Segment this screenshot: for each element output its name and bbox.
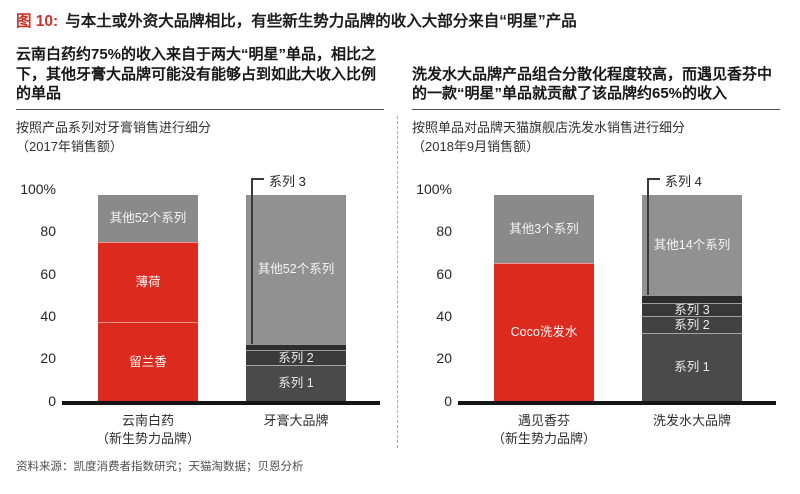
segment-label: Coco洗发水 (510, 325, 578, 340)
x-axis-label-line: 遇见香芬 (517, 412, 570, 428)
segment-label: 系列 2 (674, 317, 710, 332)
segment-label: 系列 3 (674, 302, 710, 317)
segment-label: 留兰香 (129, 354, 167, 369)
figure-title: 图 10: 与本土或外资大品牌相比，有些新生势力品牌的收入大部分来自“明星”产品 (16, 12, 784, 32)
bar-segment: 系列 2 (246, 349, 346, 365)
y-tick-label: 100% (416, 180, 452, 197)
y-tick-label: 0 (48, 392, 56, 409)
y-tick-label: 80 (40, 223, 56, 240)
stacked-bar: 留兰香 薄荷 其他52个系列 (98, 195, 198, 401)
plot-area: 留兰香 薄荷 其他52个系列 系列 1 系列 2 其他52个系列 系列 3 (62, 167, 380, 405)
panel-subtitle-toothpaste: 按照产品系列对牙膏销售进行细分 （2017年销售额） (16, 119, 384, 157)
figure-number: 图 10: (16, 13, 59, 30)
x-axis-label-line: 云南白药 (121, 412, 174, 428)
annotation-elbow-line (647, 177, 660, 180)
panel-toothpaste: 云南白药约75%的收入来自于两大“明星”单品，相比之下，其他牙膏大品牌可能没有能… (16, 44, 384, 454)
x-axis-labels: 遇见香芬 （新生势力品牌） 洗发水大品牌 (460, 412, 776, 454)
bar-segment: 其他52个系列 (246, 195, 346, 344)
stacked-bar: Coco洗发水 其他3个系列 (494, 195, 594, 401)
y-tick-label: 60 (436, 265, 452, 282)
bar-segment: Coco洗发水 (494, 263, 594, 401)
y-tick-label: 40 (40, 308, 56, 325)
axis-baseline (62, 400, 380, 405)
x-axis-labels: 云南白药 （新生势力品牌） 牙膏大品牌 (64, 412, 380, 454)
segment-label: 系列 1 (278, 376, 314, 391)
y-tick-label: 0 (444, 392, 452, 409)
stacked-bar: 系列 1 系列 2 系列 3 其他14个系列 (642, 195, 742, 401)
plot-area: Coco洗发水 其他3个系列 系列 1 系列 2 系列 3 其他14个系列 系列 4 (458, 167, 776, 405)
chart-shampoo-breakdown: 100% 80 60 40 20 0 Coco洗发水 其他3个系列 系列 1 系列 2 系列 3 其他… (412, 167, 780, 454)
y-tick-label: 20 (436, 350, 452, 367)
segment-label: 薄荷 (135, 275, 161, 290)
y-axis: 100% 80 60 40 20 0 (412, 167, 460, 409)
annotation-label: 系列 3 (269, 173, 306, 189)
bar-segment: 系列 1 (246, 364, 346, 401)
stacked-bar: 系列 1 系列 2 其他52个系列 (246, 195, 346, 401)
x-axis-label-line: 牙膏大品牌 (263, 412, 329, 428)
source-note: 资料来源：凯度消费者指数研究；天猫淘数据；贝恩分析 (16, 460, 304, 473)
x-axis-label-line: 洗发水大品牌 (652, 412, 731, 428)
annotation-label: 系列 4 (665, 173, 702, 189)
segment-label: 其他14个系列 (653, 237, 731, 252)
y-tick-label: 20 (40, 350, 56, 367)
x-axis-label: 洗发水大品牌 (617, 412, 767, 430)
plot-column: Coco洗发水 其他3个系列 系列 1 系列 2 系列 3 其他14个系列 系列 4 遇见香芬… (458, 167, 776, 454)
plot-column: 留兰香 薄荷 其他52个系列 系列 1 系列 2 其他52个系列 系列 3 云南白药 （新生势力… (62, 167, 380, 454)
x-axis-label-line: （新生势力品牌） (491, 431, 596, 447)
bar-segment: 薄荷 (98, 241, 198, 323)
segment-label: 其他3个系列 (509, 221, 579, 236)
bar-segment: 系列 3 (642, 302, 742, 317)
bar-segment: 其他3个系列 (494, 195, 594, 264)
axis-baseline (458, 400, 776, 405)
x-axis-label: 云南白药 （新生势力品牌） (73, 412, 223, 448)
panel-subtitle-shampoo: 按照单品对品牌天猫旗舰店洗发水销售进行细分 （2018年9月销售额） (412, 119, 780, 157)
annotation-line (251, 178, 253, 344)
y-axis: 100% 80 60 40 20 0 (16, 167, 64, 409)
segment-label: 系列 2 (278, 350, 314, 365)
subtitle-line-2: （2017年销售额） (16, 138, 123, 154)
chart-panels: 云南白药约75%的收入来自于两大“明星”单品，相比之下，其他牙膏大品牌可能没有能… (16, 44, 784, 454)
x-axis-label: 遇见香芬 （新生势力品牌） (469, 412, 619, 448)
x-axis-label-line: （新生势力品牌） (95, 431, 200, 447)
subtitle-line-2: （2018年9月销售额） (412, 138, 540, 154)
segment-label: 系列 1 (674, 360, 710, 375)
panel-heading-shampoo: 洗发水大品牌产品组合分散化程度较高，而遇见香芬中的一款“明星”单品就贡献了该品牌… (412, 44, 780, 111)
x-axis-label: 牙膏大品牌 (221, 412, 371, 430)
bar-segment (246, 343, 346, 350)
bar-segment: 系列 2 (642, 316, 742, 333)
y-tick-label: 40 (436, 308, 452, 325)
y-tick-label: 60 (40, 265, 56, 282)
y-tick-label: 80 (436, 223, 452, 240)
bar-segment: 留兰香 (98, 322, 198, 401)
annotation-line (647, 178, 649, 295)
panel-heading-toothpaste: 云南白药约75%的收入来自于两大“明星”单品，相比之下，其他牙膏大品牌可能没有能… (16, 44, 384, 111)
figure-title-text: 与本土或外资大品牌相比，有些新生势力品牌的收入大部分来自“明星”产品 (65, 13, 577, 30)
panel-shampoo: 洗发水大品牌产品组合分散化程度较高，而遇见香芬中的一款“明星”单品就贡献了该品牌… (412, 44, 780, 454)
segment-label: 其他52个系列 (109, 211, 187, 226)
bar-segment (642, 294, 742, 304)
subtitle-line-1: 按照单品对品牌天猫旗舰店洗发水销售进行细分 (412, 120, 686, 136)
subtitle-line-1: 按照产品系列对牙膏销售进行细分 (16, 120, 212, 136)
bar-segment: 其他14个系列 (642, 195, 742, 295)
bar-segment: 其他52个系列 (98, 195, 198, 242)
y-tick-label: 100% (20, 180, 56, 197)
annotation-elbow-line (251, 177, 264, 180)
segment-label: 其他52个系列 (257, 262, 335, 277)
chart-toothpaste-breakdown: 100% 80 60 40 20 0 留兰香 薄荷 其他52个系列 系列 1 系列 2 其他52个系列… (16, 167, 384, 454)
panel-divider (397, 116, 398, 449)
bar-segment: 系列 1 (642, 333, 742, 401)
